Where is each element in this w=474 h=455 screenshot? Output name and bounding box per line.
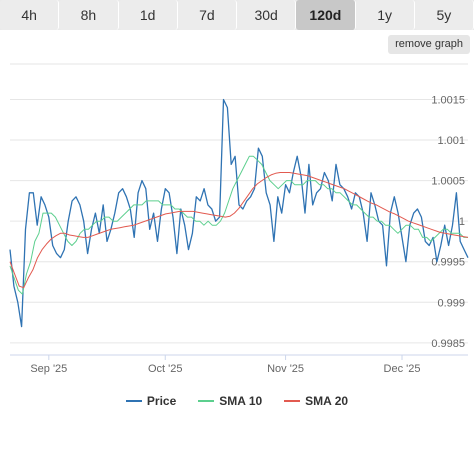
sma-10-line	[9, 155, 468, 295]
legend-swatch	[198, 400, 215, 402]
tab-7d[interactable]: 7d	[177, 0, 237, 30]
tab-4h[interactable]: 4h	[0, 0, 60, 30]
remove-graph-button[interactable]: remove graph	[388, 35, 470, 54]
y-tick-label: 1.001	[437, 135, 465, 147]
legend-label: SMA 20	[305, 394, 349, 408]
x-tick-label: Oct '25	[148, 363, 183, 375]
legend-item-price[interactable]: Price	[125, 394, 177, 408]
tab-30d[interactable]: 30d	[237, 0, 297, 30]
x-tick-label: Sep '25	[30, 363, 67, 375]
legend-item-sma-20[interactable]: SMA 20	[284, 394, 348, 408]
y-tick-label: 0.9995	[431, 257, 465, 269]
tab-120d[interactable]: 120d	[296, 0, 356, 30]
legend-label: Price	[146, 394, 177, 408]
y-tick-label: 1.0005	[431, 176, 465, 188]
x-tick-label: Nov '25	[267, 363, 304, 375]
price-chart: 1.0015 1.001 1.0005 1 0.9995 0.999 0.9985 Sep '…	[9, 63, 469, 375]
chart-legend: Price SMA 10 SMA 20	[0, 391, 474, 411]
price-line	[9, 98, 469, 328]
x-tick-label: Dec '25	[384, 363, 421, 375]
y-tick-label: 1.0015	[431, 95, 465, 107]
y-tick-label: 0.999	[437, 297, 465, 309]
sma-20-line	[9, 172, 469, 289]
y-tick-label: 1	[459, 216, 465, 228]
legend-label: SMA 10	[219, 394, 263, 408]
legend-item-sma-10[interactable]: SMA 10	[198, 394, 262, 408]
range-tab-bar: 4h 8h 1d 7d 30d 120d 1y 5y	[0, 0, 474, 30]
legend-swatch	[125, 400, 142, 402]
tab-1y[interactable]: 1y	[355, 0, 415, 30]
tab-5y[interactable]: 5y	[414, 0, 474, 30]
legend-swatch	[284, 400, 301, 402]
tab-8h[interactable]: 8h	[59, 0, 119, 30]
tab-1d[interactable]: 1d	[118, 0, 178, 30]
y-tick-label: 0.9985	[431, 338, 465, 350]
